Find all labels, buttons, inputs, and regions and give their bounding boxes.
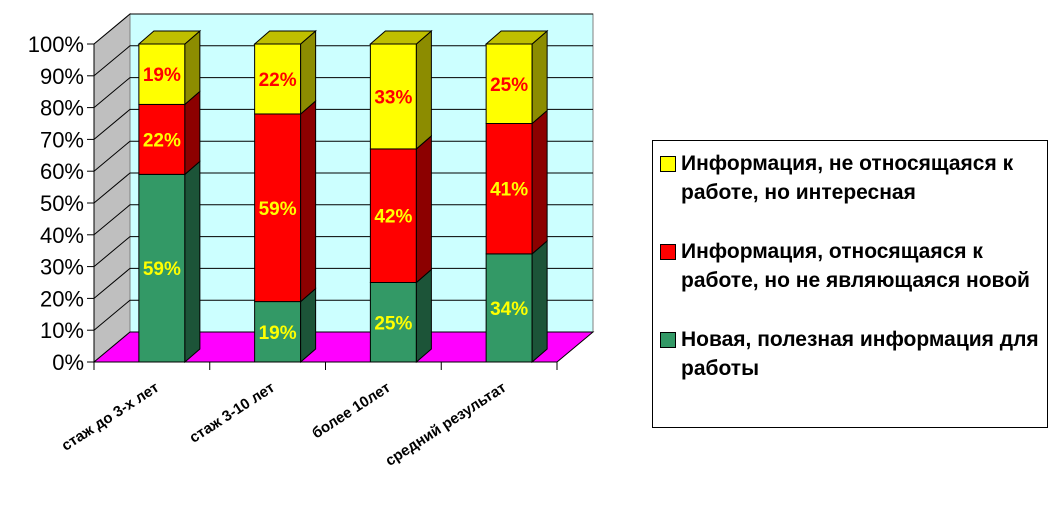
legend-swatch-yellow xyxy=(660,156,676,172)
y-tick-label: 40% xyxy=(40,223,84,248)
data-label: 34% xyxy=(490,299,528,320)
bar-segment xyxy=(138,43,186,105)
bar-segment-side xyxy=(531,29,548,125)
gridline xyxy=(93,77,593,108)
legend-label: Новая, полезная информация для работы xyxy=(681,328,1039,380)
y-tick-label: 30% xyxy=(40,255,84,280)
y-tick-label: 80% xyxy=(40,96,84,121)
bar-segment-side xyxy=(531,239,548,364)
bar-segment-side xyxy=(531,109,548,255)
data-label: 41% xyxy=(490,180,528,201)
bar-segment xyxy=(485,123,533,255)
gridline xyxy=(93,140,593,172)
data-label: 22% xyxy=(259,70,297,91)
y-tick-label: 20% xyxy=(40,286,84,311)
x-category-label: стаж до 3-х лет xyxy=(59,379,162,454)
bar-top xyxy=(484,30,549,45)
bar-segment-side xyxy=(415,29,432,151)
legend-label: Информация, относящаяся к работе, но не … xyxy=(681,240,1030,292)
bar-segment xyxy=(485,43,533,124)
legend-label: Информация, не относящаяся к работе, но … xyxy=(681,152,1014,204)
bar-segment xyxy=(369,148,417,283)
legend-swatch-green xyxy=(660,332,676,348)
gridline xyxy=(93,267,593,299)
data-label: 25% xyxy=(490,75,528,96)
gridline xyxy=(93,45,593,77)
data-label: 19% xyxy=(143,65,181,86)
bar-segment-side xyxy=(184,160,201,364)
bar-segment xyxy=(369,282,417,363)
y-tick-label: 0% xyxy=(52,350,84,375)
y-tick-label: 50% xyxy=(40,191,84,216)
legend-swatch-red xyxy=(660,244,676,260)
data-label: 19% xyxy=(259,323,297,344)
y-tick-label: 100% xyxy=(28,32,84,57)
legend-item-new-useful: Новая, полезная информация для работы xyxy=(660,325,1041,383)
y-tick-label: 60% xyxy=(40,159,84,184)
bar-top xyxy=(369,30,433,45)
bar-segment xyxy=(138,103,186,175)
gridline xyxy=(93,13,593,45)
x-category-label: стаж 3-10 лет xyxy=(186,379,277,447)
legend-item-work-related-not-new: Информация, относящаяся к работе, но не … xyxy=(660,237,1041,295)
gridline xyxy=(93,236,593,267)
bar-segment-side xyxy=(184,90,201,176)
bar-segment xyxy=(369,43,417,150)
data-label: 33% xyxy=(374,87,412,108)
data-label: 22% xyxy=(143,130,181,151)
gridline xyxy=(93,108,593,140)
data-label: 59% xyxy=(259,199,297,220)
gridline xyxy=(93,299,593,331)
bar-top xyxy=(137,30,202,45)
data-label: 42% xyxy=(374,207,412,228)
x-category-label: средний результат xyxy=(382,379,509,470)
bar-segment-side xyxy=(415,268,432,364)
x-category-label: более 10лет xyxy=(309,379,394,442)
bar-top xyxy=(253,30,317,45)
data-label: 59% xyxy=(143,259,181,280)
gridline xyxy=(93,204,593,236)
data-label: 25% xyxy=(374,313,412,334)
bar-segment xyxy=(254,43,302,115)
bar-segment-side xyxy=(300,29,317,116)
y-tick-label: 10% xyxy=(40,318,84,343)
legend-item-not-work-related: Информация, не относящаяся к работе, но … xyxy=(660,149,1041,207)
y-tick-label: 90% xyxy=(40,64,84,89)
chart-legend: Информация, не относящаяся к работе, но … xyxy=(652,140,1048,428)
bar-segment xyxy=(254,113,302,303)
bar-segment xyxy=(485,253,533,363)
bar-segment-side xyxy=(300,99,317,303)
bar-segment-side xyxy=(415,134,432,284)
y-tick-label: 70% xyxy=(40,127,84,152)
gridline xyxy=(93,172,593,204)
